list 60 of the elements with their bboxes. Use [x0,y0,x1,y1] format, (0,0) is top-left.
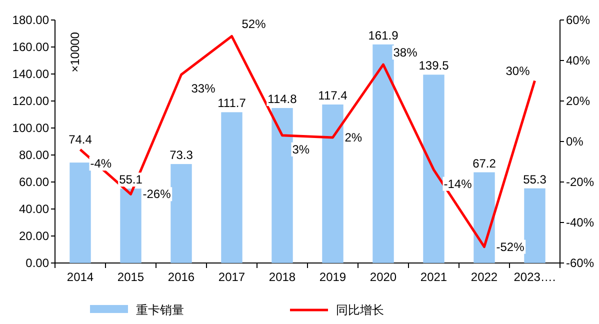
x-tick-label: 2020 [370,270,397,284]
x-tick-label: 2014 [66,270,94,284]
x-tick-label: 2019 [319,270,346,284]
y-axis-title: ×10000 [68,32,82,72]
y2-tick-label: 40% [566,54,590,68]
data-label: 30% [506,64,530,78]
y-tick-label: 120.00 [12,94,50,108]
data-label: -4% [90,156,112,171]
data-label: 161.9 [368,28,399,42]
bar [423,74,444,263]
bar [272,108,293,263]
x-tick-label: 2018 [268,270,296,284]
x-tick-label: 2017 [218,270,246,284]
y-tick-label: 140.00 [12,67,50,81]
data-label: 73.3 [170,148,194,162]
y2-tick-label: 0% [566,134,584,148]
data-label: 114.8 [268,92,298,106]
data-label: 74.4 [68,132,92,147]
bar [322,104,344,263]
legend-label: 重卡销量 [136,303,184,317]
y2-tick-label: 60% [566,13,590,27]
data-label: 3% [292,142,310,156]
y-tick-label: 80.00 [18,148,50,162]
y-tick-label: 40.00 [18,202,50,216]
y2-tick-label: 20% [566,94,590,108]
x-tick-label: 2021 [420,270,448,284]
y2-tick-label: -20% [566,175,594,189]
y-tick-label: 100.00 [12,121,50,135]
y2-tick-label: -60% [566,256,594,270]
data-label: 111.7 [218,96,246,110]
bar [170,164,192,263]
bar [372,44,394,263]
data-label: 52% [242,17,266,32]
data-label: 67.2 [472,156,496,170]
bar [70,162,91,263]
data-label: 139.5 [418,58,450,73]
data-label: -14% [444,176,472,191]
y-tick-label: 60.00 [18,175,50,189]
x-tick-label: 2023…. [514,270,556,284]
bar [474,172,495,263]
bar [221,112,242,263]
data-label: 33% [191,82,216,96]
data-label: 2% [344,130,362,144]
y2-tick-label: -40% [566,216,594,230]
data-label: -52% [496,240,525,254]
x-tick-label: 2015 [117,270,144,284]
y-tick-label: 160.00 [12,40,50,54]
x-tick-label: 2016 [168,270,195,284]
legend-label: 同比增长 [336,303,384,317]
data-label: -26% [142,187,172,202]
data-label: 117.4 [318,88,348,103]
y-tick-label: 20.00 [18,229,50,243]
x-tick-label: 2022 [470,270,498,284]
data-label: 55.1 [119,172,143,187]
data-label: 55.3 [523,172,547,186]
bar [120,188,142,263]
data-label: 38% [393,46,418,60]
bar [524,188,546,263]
y-tick-label: 180.00 [12,13,50,27]
y-tick-label: 0.00 [26,256,50,270]
